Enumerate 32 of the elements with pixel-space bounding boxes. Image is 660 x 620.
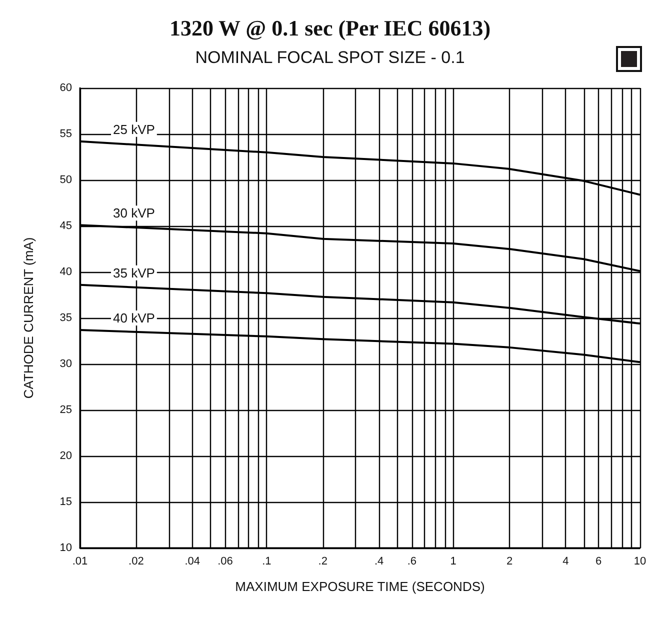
- y-tick-label: 60: [60, 82, 72, 94]
- x-tick-label: .6: [407, 556, 417, 568]
- x-tick-label: .2: [318, 556, 328, 568]
- series-label: 25 kVP: [113, 122, 155, 137]
- y-tick-label: 50: [60, 174, 72, 186]
- series-label: 30 kVP: [113, 206, 155, 221]
- y-tick-label: 25: [60, 404, 72, 416]
- y-tick-label: 45: [60, 220, 72, 232]
- series-label: 40 kVP: [113, 310, 155, 326]
- x-axis-title: MAXIMUM EXPOSURE TIME (SECONDS): [235, 579, 485, 594]
- y-tick-label: 15: [60, 496, 72, 508]
- chart-title: 1320 W @ 0.1 sec (Per IEC 60613): [169, 16, 491, 40]
- x-tick-label: .01: [72, 556, 88, 568]
- x-tick-label: 6: [596, 556, 602, 568]
- x-tick-label: .1: [262, 556, 272, 568]
- y-tick-label: 10: [60, 542, 72, 554]
- x-tick-label: 1: [450, 556, 456, 568]
- x-tick-label: .4: [374, 556, 384, 568]
- y-tick-label: 55: [60, 128, 72, 140]
- y-tick-label: 30: [60, 358, 72, 370]
- x-tick-label: .02: [128, 556, 144, 568]
- y-axis-title: CATHODE CURRENT (mA): [21, 237, 36, 399]
- x-tick-label: .06: [218, 556, 233, 568]
- y-tick-label: 20: [60, 450, 72, 462]
- x-tick-label: .04: [184, 556, 200, 568]
- series-label: 35 kVP: [113, 265, 155, 280]
- y-tick-label: 35: [60, 312, 72, 324]
- x-tick-label: 2: [506, 556, 513, 568]
- x-tick-label: 4: [562, 556, 569, 568]
- x-tick-label: 10: [634, 556, 646, 568]
- y-tick-label: 40: [60, 266, 72, 278]
- chart-subtitle: NOMINAL FOCAL SPOT SIZE - 0.1: [195, 48, 465, 67]
